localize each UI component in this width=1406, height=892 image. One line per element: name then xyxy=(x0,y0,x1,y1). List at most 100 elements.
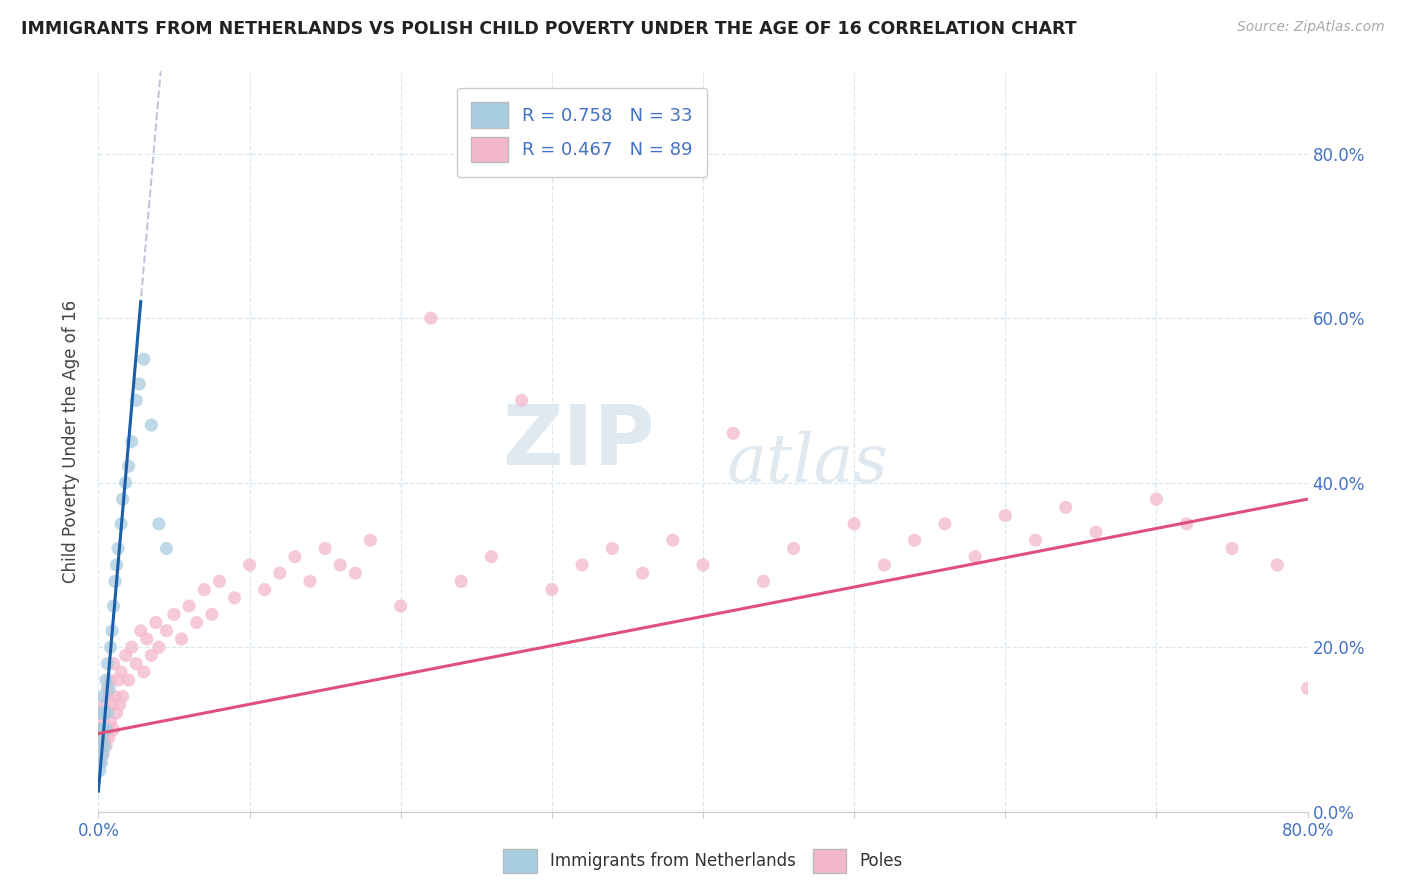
Point xyxy=(91,723,114,737)
Point xyxy=(103,657,125,671)
Point xyxy=(1267,558,1289,572)
Point xyxy=(135,632,157,646)
Point xyxy=(98,681,121,696)
Point xyxy=(163,607,186,622)
Point xyxy=(104,690,127,704)
Point xyxy=(186,615,208,630)
Point xyxy=(284,549,307,564)
Point xyxy=(89,723,111,737)
Point xyxy=(602,541,624,556)
Point xyxy=(100,714,122,729)
Point xyxy=(94,739,117,753)
Point xyxy=(389,599,412,613)
Point xyxy=(128,376,150,391)
Point xyxy=(121,640,143,655)
Point xyxy=(510,393,533,408)
Point xyxy=(420,311,443,326)
Point xyxy=(96,706,118,720)
Point xyxy=(96,657,118,671)
Point xyxy=(110,665,132,679)
Point xyxy=(1054,500,1077,515)
Point xyxy=(170,632,193,646)
Point xyxy=(90,706,112,720)
Point xyxy=(145,615,167,630)
Point xyxy=(208,574,231,589)
Point xyxy=(314,541,336,556)
Point xyxy=(253,582,276,597)
Point xyxy=(89,723,111,737)
Legend: Immigrants from Netherlands, Poles: Immigrants from Netherlands, Poles xyxy=(496,842,910,880)
Point xyxy=(91,690,114,704)
Point xyxy=(121,434,143,449)
Point xyxy=(90,706,112,720)
Point xyxy=(107,673,129,687)
Point xyxy=(201,607,224,622)
Text: ZIP: ZIP xyxy=(502,401,655,482)
Point xyxy=(1386,657,1406,671)
Point xyxy=(94,723,117,737)
Point xyxy=(111,492,134,507)
Point xyxy=(93,698,115,712)
Point xyxy=(91,747,114,761)
Point xyxy=(965,549,987,564)
Point xyxy=(1296,681,1319,696)
Point xyxy=(1144,492,1167,507)
Point xyxy=(107,541,129,556)
Point xyxy=(94,673,117,687)
Point xyxy=(101,698,124,712)
Point xyxy=(1357,673,1379,687)
Point xyxy=(1175,516,1198,531)
Point xyxy=(193,582,215,597)
Point xyxy=(89,739,111,753)
Point xyxy=(103,723,125,737)
Point xyxy=(93,739,115,753)
Point xyxy=(104,574,127,589)
Point xyxy=(155,541,177,556)
Point xyxy=(904,533,927,548)
Point xyxy=(132,352,155,367)
Point xyxy=(100,673,122,687)
Point xyxy=(118,459,141,474)
Point xyxy=(329,558,352,572)
Point xyxy=(114,648,136,663)
Point xyxy=(96,723,118,737)
Point xyxy=(129,624,152,638)
Point xyxy=(98,731,121,745)
Point xyxy=(96,681,118,696)
Point xyxy=(873,558,896,572)
Point xyxy=(571,558,593,572)
Text: IMMIGRANTS FROM NETHERLANDS VS POLISH CHILD POVERTY UNDER THE AGE OF 16 CORRELAT: IMMIGRANTS FROM NETHERLANDS VS POLISH CH… xyxy=(21,20,1077,37)
Point xyxy=(141,648,163,663)
Point xyxy=(723,426,745,441)
Point xyxy=(111,690,134,704)
Point xyxy=(299,574,322,589)
Point xyxy=(783,541,806,556)
Point xyxy=(110,516,132,531)
Point xyxy=(105,558,128,572)
Point xyxy=(90,731,112,745)
Point xyxy=(94,706,117,720)
Point xyxy=(481,549,503,564)
Point xyxy=(844,516,866,531)
Point xyxy=(148,640,170,655)
Point xyxy=(344,566,367,581)
Point xyxy=(90,756,112,770)
Point xyxy=(631,566,654,581)
Point xyxy=(155,624,177,638)
Y-axis label: Child Poverty Under the Age of 16: Child Poverty Under the Age of 16 xyxy=(62,300,80,583)
Point xyxy=(752,574,775,589)
Point xyxy=(89,756,111,770)
Point xyxy=(101,624,124,638)
Point xyxy=(1024,533,1046,548)
Point xyxy=(91,714,114,729)
Point xyxy=(1085,524,1108,539)
Point xyxy=(93,731,115,745)
Legend: R = 0.758   N = 33, R = 0.467   N = 89: R = 0.758 N = 33, R = 0.467 N = 89 xyxy=(457,87,707,177)
Point xyxy=(148,516,170,531)
Point xyxy=(934,516,956,531)
Point xyxy=(540,582,562,597)
Point xyxy=(114,475,136,490)
Point xyxy=(100,640,122,655)
Point xyxy=(450,574,472,589)
Point xyxy=(1220,541,1243,556)
